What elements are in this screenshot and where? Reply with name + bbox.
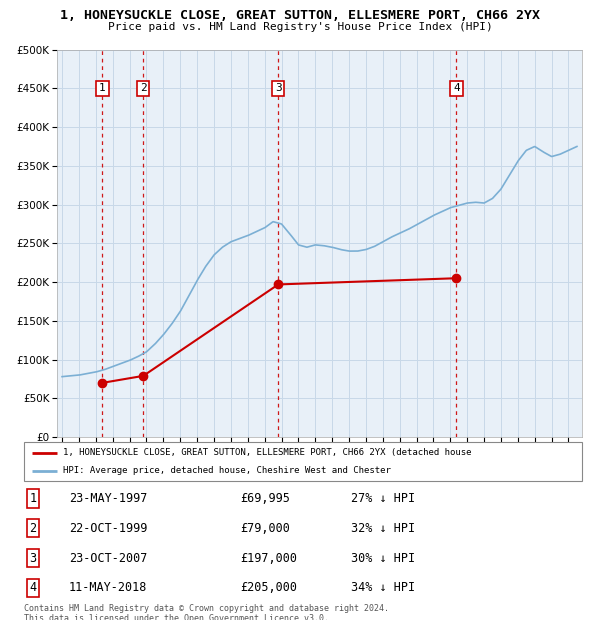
Text: 32% ↓ HPI: 32% ↓ HPI (351, 522, 415, 534)
Text: 3: 3 (275, 83, 281, 94)
Text: 4: 4 (29, 582, 37, 594)
Text: 27% ↓ HPI: 27% ↓ HPI (351, 492, 415, 505)
Text: 1: 1 (99, 83, 106, 94)
Text: 4: 4 (453, 83, 460, 94)
Text: £69,995: £69,995 (240, 492, 290, 505)
Text: £197,000: £197,000 (240, 552, 297, 564)
Text: 23-OCT-2007: 23-OCT-2007 (69, 552, 148, 564)
Text: 1, HONEYSUCKLE CLOSE, GREAT SUTTON, ELLESMERE PORT, CH66 2YX (detached house: 1, HONEYSUCKLE CLOSE, GREAT SUTTON, ELLE… (63, 448, 472, 458)
Text: 11-MAY-2018: 11-MAY-2018 (69, 582, 148, 594)
Text: £79,000: £79,000 (240, 522, 290, 534)
Text: 3: 3 (29, 552, 37, 564)
Text: Contains HM Land Registry data © Crown copyright and database right 2024.
This d: Contains HM Land Registry data © Crown c… (24, 604, 389, 620)
Text: 1: 1 (29, 492, 37, 505)
Text: 2: 2 (29, 522, 37, 534)
Text: 2: 2 (140, 83, 146, 94)
Text: 34% ↓ HPI: 34% ↓ HPI (351, 582, 415, 594)
Text: 23-MAY-1997: 23-MAY-1997 (69, 492, 148, 505)
Text: HPI: Average price, detached house, Cheshire West and Chester: HPI: Average price, detached house, Ches… (63, 466, 391, 476)
Text: 1, HONEYSUCKLE CLOSE, GREAT SUTTON, ELLESMERE PORT, CH66 2YX: 1, HONEYSUCKLE CLOSE, GREAT SUTTON, ELLE… (60, 9, 540, 22)
Text: 30% ↓ HPI: 30% ↓ HPI (351, 552, 415, 564)
Text: 22-OCT-1999: 22-OCT-1999 (69, 522, 148, 534)
Text: Price paid vs. HM Land Registry's House Price Index (HPI): Price paid vs. HM Land Registry's House … (107, 22, 493, 32)
Text: £205,000: £205,000 (240, 582, 297, 594)
